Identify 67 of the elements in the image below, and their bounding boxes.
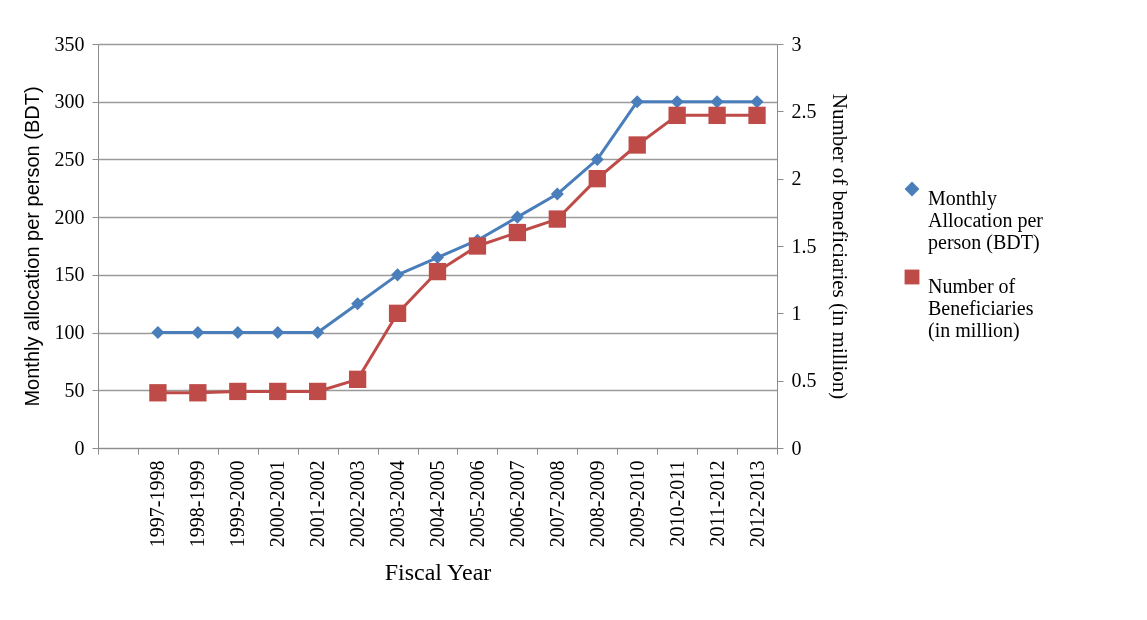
legend-label: Monthly Allocation per person (BDT) — [928, 187, 1044, 254]
point — [391, 268, 405, 282]
point — [508, 223, 527, 242]
y2-axis-title: Number of beneficiaries (in million) — [827, 93, 852, 400]
x-tick-label: 2004-2005 — [426, 460, 448, 548]
x-tick-label: 2001-2002 — [306, 460, 329, 548]
x-tick-label: 2007-2008 — [545, 460, 568, 548]
x-tick-label: 2010-2011 — [665, 460, 688, 547]
point — [430, 251, 445, 265]
point — [229, 382, 247, 401]
point — [149, 384, 167, 402]
x-tick-label: 2003-2004 — [386, 460, 409, 548]
y2-tick-label: 1.5 — [791, 234, 817, 257]
y-tick-label: 350 — [54, 32, 85, 55]
point — [548, 210, 566, 228]
point — [428, 262, 447, 281]
point — [189, 384, 207, 402]
point — [271, 326, 285, 340]
x-tick-label: 1998-1999 — [186, 460, 209, 548]
y-tick-label: 0 — [74, 436, 85, 459]
point — [151, 326, 165, 340]
point — [748, 106, 766, 125]
point — [630, 95, 644, 109]
point — [668, 106, 686, 125]
point — [708, 106, 726, 125]
x-tick-label: 2008-2009 — [585, 460, 608, 548]
legend-label: Number of Beneficiaries (in million) — [928, 275, 1034, 342]
y2-tick-label: 2 — [791, 167, 802, 190]
point — [590, 152, 604, 166]
point — [231, 326, 245, 340]
y2-tick-label: 0.5 — [791, 369, 817, 392]
point — [191, 326, 205, 340]
point — [550, 187, 564, 201]
y2-tick-label: 1 — [791, 301, 802, 324]
point — [309, 382, 327, 401]
point — [348, 370, 367, 388]
point — [468, 237, 487, 255]
x-axis-title: Fiscal Year — [384, 559, 492, 586]
point — [588, 170, 606, 188]
x-tick-label: 2006-2007 — [505, 460, 528, 548]
x-tick-label: 2009-2010 — [625, 460, 648, 548]
x-tick-label: 2002-2003 — [346, 460, 369, 548]
y-tick-label: 300 — [54, 90, 85, 113]
y-tick-label: 50 — [64, 378, 85, 401]
x-tick-label: 2011-2012 — [705, 460, 728, 547]
y-tick-label: 250 — [54, 147, 85, 170]
y-tick-label: 100 — [54, 321, 85, 344]
y2-tick-label: 2.5 — [791, 99, 817, 122]
y2-tick-label: 3 — [791, 32, 802, 55]
y-tick-label: 200 — [54, 205, 85, 228]
point — [351, 297, 365, 311]
point — [670, 95, 684, 109]
point — [710, 95, 724, 109]
point — [628, 136, 646, 154]
x-tick-label: 1999-2000 — [226, 460, 249, 548]
x-tick-label: 1997-1998 — [146, 460, 169, 548]
x-tick-label: 2005-2006 — [465, 460, 488, 548]
x-tick-label: 2000-2001 — [266, 460, 289, 548]
point — [510, 210, 524, 224]
point — [388, 304, 407, 322]
x-tick-label: 2012-2013 — [745, 460, 768, 548]
y-axis-title: Monthly allocation per person (BDT) — [20, 86, 43, 407]
point — [750, 95, 764, 109]
point — [269, 382, 287, 401]
y-tick-label: 150 — [54, 263, 85, 286]
y2-tick-label: 0 — [791, 436, 802, 459]
point — [311, 326, 325, 340]
